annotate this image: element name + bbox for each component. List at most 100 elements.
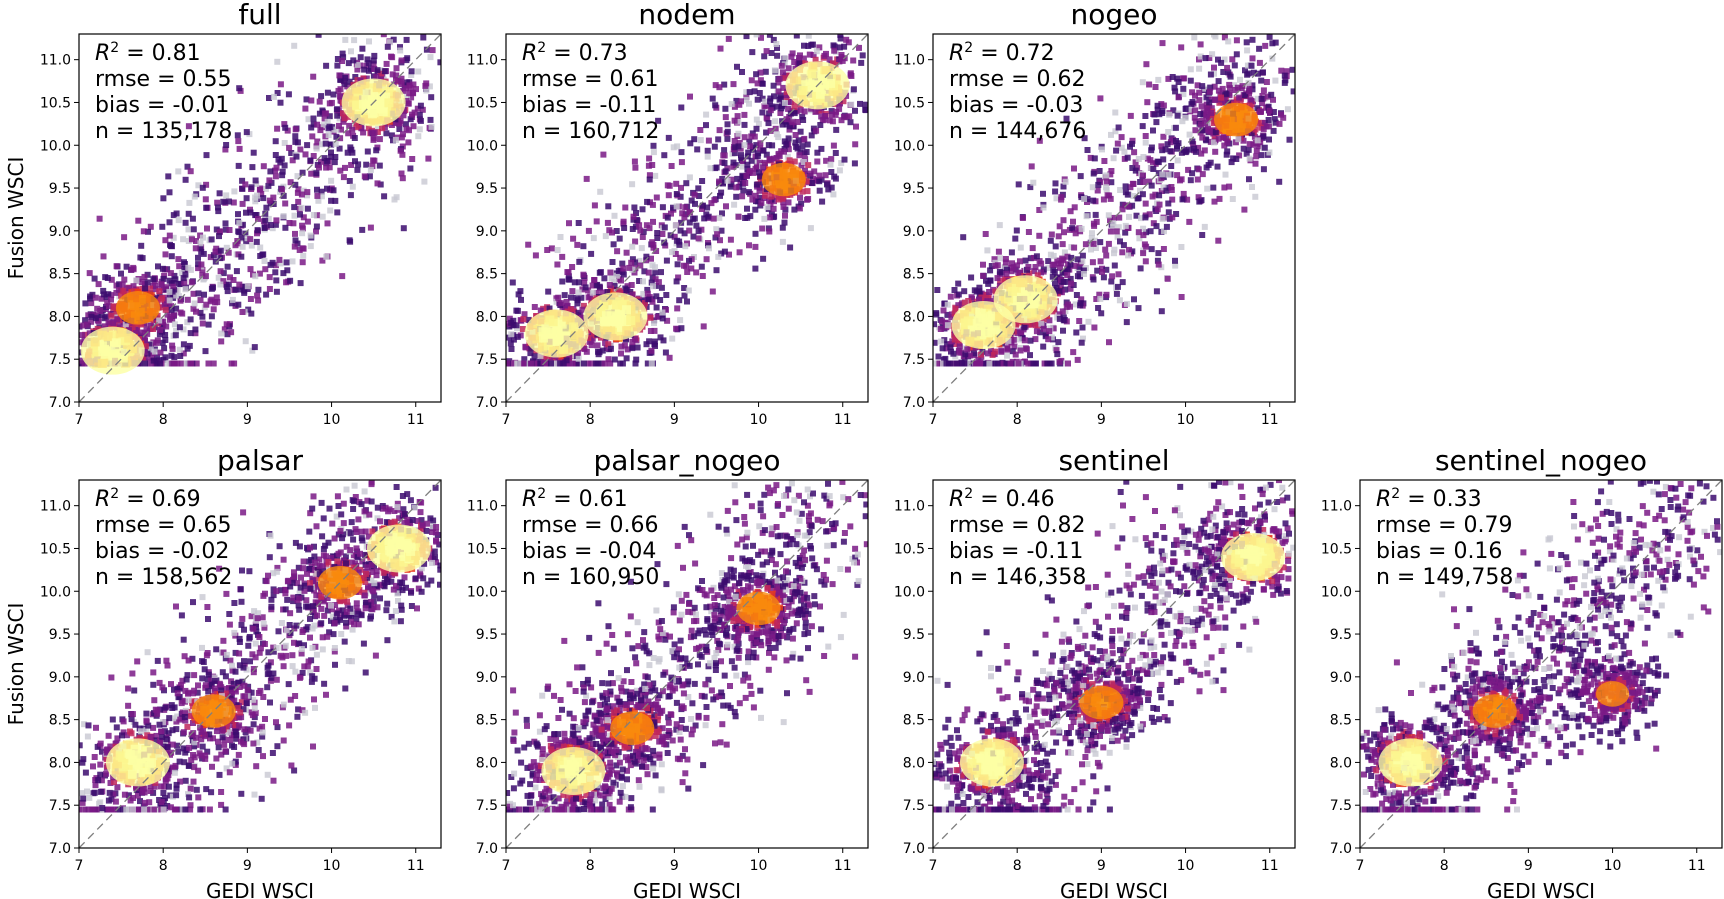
density-cell — [1010, 336, 1017, 343]
density-cell — [649, 298, 656, 305]
density-cell — [1263, 79, 1270, 85]
density-cell — [611, 279, 618, 285]
density-cell — [1280, 114, 1287, 121]
density-cell — [771, 67, 778, 74]
density-cell — [1212, 34, 1219, 40]
density-cell — [388, 122, 395, 128]
density-cell — [1164, 275, 1171, 282]
density-cell — [1095, 305, 1102, 311]
density-cell — [1094, 267, 1101, 274]
density-cell — [681, 214, 688, 221]
density-cell — [1036, 258, 1043, 265]
density-cell — [278, 155, 285, 162]
density-cell — [371, 66, 378, 72]
density-cell — [215, 204, 221, 211]
density-cell — [1012, 351, 1019, 358]
density-cell — [952, 333, 959, 340]
density-cell — [1027, 184, 1034, 191]
density-cell — [192, 330, 199, 337]
density-cell — [795, 137, 802, 144]
density-cell — [717, 192, 723, 199]
density-cell — [1224, 148, 1231, 155]
density-cell — [1160, 156, 1167, 163]
density-cell — [397, 44, 403, 51]
density-cell — [1167, 148, 1174, 155]
density-cell — [1062, 178, 1069, 185]
density-cell — [346, 178, 353, 184]
density-cell — [1140, 232, 1147, 239]
density-cell — [1179, 118, 1186, 125]
density-cell — [1138, 215, 1144, 222]
density-cell — [1155, 250, 1162, 257]
density-cell — [1265, 123, 1272, 130]
density-cell — [575, 309, 582, 316]
density-cell — [759, 109, 766, 116]
stat-rmse: rmse = 0.61 — [522, 67, 659, 92]
density-cell — [693, 269, 700, 276]
density-cell — [791, 206, 798, 213]
density-cell — [657, 297, 664, 303]
density-cell — [938, 338, 945, 345]
density-cell — [633, 216, 640, 223]
density-cell — [1111, 262, 1118, 269]
panel-title: nogeo — [1070, 0, 1157, 31]
density-cell — [1099, 269, 1105, 275]
density-cell — [216, 190, 223, 197]
density-cell — [757, 140, 764, 147]
stat-bias: bias = -0.01 — [95, 93, 229, 118]
density-cell — [964, 360, 971, 367]
density-cell — [1199, 134, 1206, 141]
density-cell — [699, 202, 706, 209]
density-cell — [728, 176, 735, 183]
density-cell — [1085, 318, 1092, 325]
density-cell — [279, 186, 285, 193]
density-cell — [1242, 67, 1248, 74]
density-cell — [664, 317, 671, 324]
density-cell — [597, 269, 604, 276]
density-cell — [92, 315, 99, 322]
density-cell — [230, 199, 237, 206]
density-cell — [168, 306, 175, 313]
density-cell — [601, 275, 608, 282]
density-cell — [189, 236, 195, 243]
density-cell — [760, 255, 767, 262]
density-cell — [796, 205, 803, 212]
density-cell — [1192, 118, 1199, 125]
density-cell — [352, 74, 359, 80]
density-cell — [1215, 237, 1222, 244]
density-cell — [81, 360, 88, 367]
density-cell — [783, 116, 790, 123]
density-cell — [747, 143, 753, 150]
density-cell — [1148, 246, 1155, 253]
density-cell — [166, 277, 173, 284]
density-cell — [274, 58, 281, 65]
density-cell — [563, 299, 570, 305]
density-cell — [260, 163, 267, 170]
density-cell — [983, 292, 990, 299]
density-cell — [1156, 192, 1163, 199]
density-cell — [654, 313, 661, 320]
density-cell — [767, 107, 774, 114]
density-cell — [168, 253, 175, 260]
density-cell — [850, 57, 857, 64]
density-cell — [1199, 83, 1206, 90]
density-cell — [804, 141, 811, 148]
density-cell — [1254, 137, 1261, 144]
density-cell — [956, 343, 963, 350]
density-cell — [717, 45, 724, 52]
density-cell — [121, 276, 128, 283]
density-cell — [289, 157, 296, 164]
density-cell — [603, 345, 610, 352]
density-cell — [941, 300, 948, 307]
density-cell — [1080, 335, 1086, 342]
density-cell — [1107, 228, 1114, 235]
density-cell — [560, 360, 567, 367]
density-cell — [323, 62, 330, 69]
density-cell — [321, 110, 328, 117]
density-cell — [614, 248, 621, 255]
density-cell — [1084, 196, 1091, 203]
density-cell — [185, 238, 192, 244]
density-cell — [178, 270, 185, 276]
density-cell — [1132, 167, 1139, 174]
